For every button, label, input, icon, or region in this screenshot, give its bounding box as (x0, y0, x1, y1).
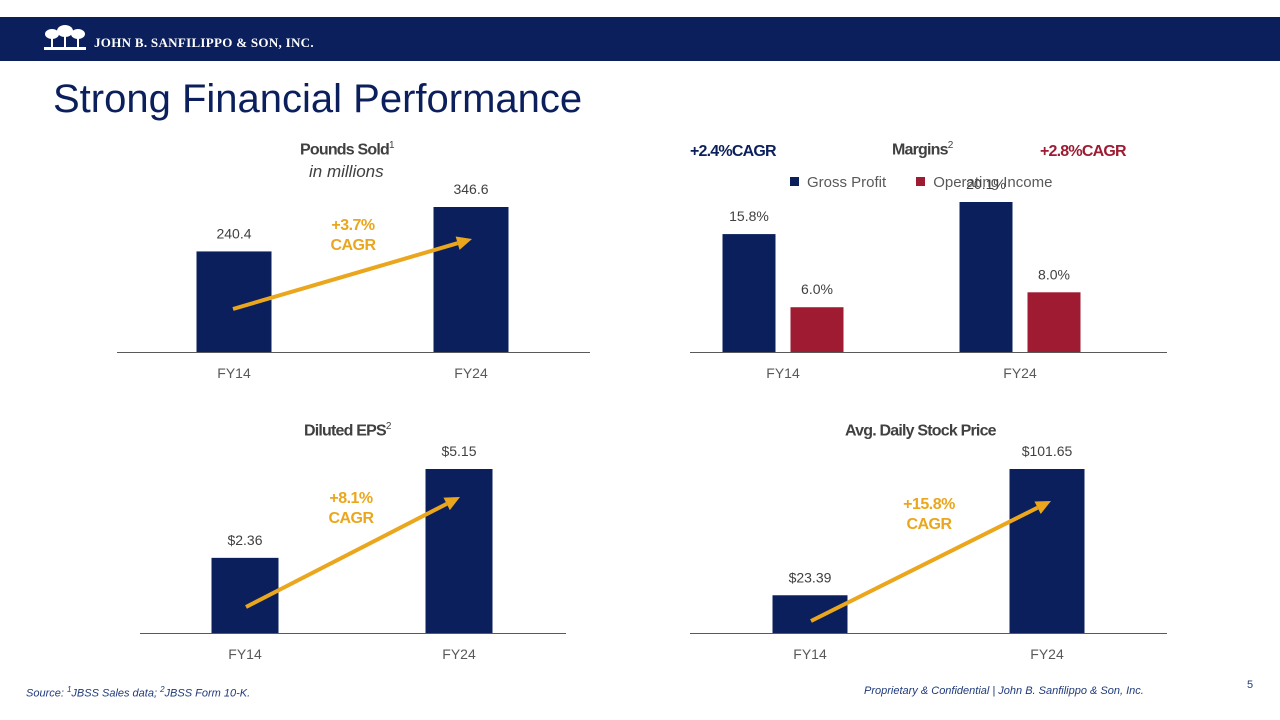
x-tick-label: FY14 (766, 365, 800, 381)
bar-fy14-avg-daily-stock-price (772, 595, 848, 633)
company-name: JOHN B. SANFILIPPO & SON, INC. (94, 35, 314, 50)
data-label: $5.15 (441, 443, 476, 459)
chart-legend: Gross Profit Operating Income (790, 174, 1052, 191)
diluted-eps-chart: Diluted EPS2 +8.1% CAGR $2.36 $5.15 FY14 FY2… (0, 410, 640, 690)
bar-fy24-operating-income (1027, 292, 1081, 352)
data-label: 8.0% (1038, 266, 1070, 282)
data-label: $2.36 (227, 532, 262, 548)
x-tick-label: FY14 (217, 365, 251, 381)
cagr-annotation: +15.8% CAGR (903, 496, 955, 533)
x-tick-label: FY14 (228, 646, 262, 662)
palm-trees-logo-icon (44, 25, 86, 50)
chart-title: Diluted EPS2 (304, 421, 392, 440)
bar-fy24-pounds-sold (433, 207, 509, 352)
page-number: 5 (1247, 679, 1254, 691)
confidential-note: Proprietary & Confidential | John B. San… (864, 685, 1144, 697)
x-tick-label: FY24 (454, 365, 488, 381)
margins-plot: 15.8% 20.1% 6.0% 8.0% FY14 FY24 (690, 176, 1167, 381)
data-label: $23.39 (789, 569, 832, 585)
legend-swatch (790, 177, 799, 186)
data-label: 346.6 (453, 181, 488, 197)
x-tick-label: FY24 (1003, 365, 1037, 381)
bar-fy24-diluted-eps (425, 469, 493, 633)
cagr-annotation: +8.1% CAGR (328, 490, 374, 527)
growth-arrow-head (1034, 501, 1051, 514)
x-tick-label: FY14 (793, 646, 827, 662)
data-label: 6.0% (801, 281, 833, 297)
legend-swatch (916, 177, 926, 186)
x-tick-label: FY24 (442, 646, 476, 662)
data-label: $101.65 (1022, 443, 1073, 459)
bar-fy24-gross-profit (959, 202, 1013, 352)
bar-fy14-gross-profit (722, 234, 776, 352)
bar-fy24-avg-daily-stock-price (1009, 469, 1085, 633)
data-label: 15.8% (729, 208, 769, 224)
x-tick-label: FY24 (1030, 646, 1064, 662)
pounds-sold-chart: Pounds Sold1 in millions +3.7% CAGR 240.4… (0, 130, 640, 410)
growth-arrow-head (443, 497, 460, 511)
chart-title: Avg. Daily Stock Price (845, 422, 997, 440)
stock-price-plot: $23.39 $101.65 FY14 FY24 (690, 443, 1167, 662)
header-bar: JOHN B. SANFILIPPO & SON, INC. (0, 17, 1280, 61)
pounds-sold-plot: 240.4 346.6 FY14 FY24 (117, 181, 590, 381)
growth-arrow-shaft (810, 505, 1039, 623)
margins-chart: +2.4%CAGR Margins2 +2.8%CAGR Gross Profi… (640, 130, 1280, 410)
diluted-eps-plot: $2.36 $5.15 FY14 FY24 (140, 443, 566, 662)
page-title: Strong Financial Performance (53, 77, 583, 121)
bar-fy14-operating-income (790, 307, 844, 352)
growth-arrow-shaft (232, 241, 459, 311)
operating-income-cagr: +2.8%CAGR (1040, 143, 1127, 160)
data-label: 240.4 (216, 225, 251, 241)
legend-item-gross-profit: Gross Profit (790, 174, 886, 191)
data-label: 20.1% (966, 176, 1006, 192)
chart-subtitle: in millions (309, 162, 384, 181)
growth-arrow-head (455, 236, 472, 250)
stock-price-chart: Avg. Daily Stock Price +15.8% CAGR $23.39… (640, 410, 1280, 690)
cagr-annotation: +3.7% CAGR (330, 217, 376, 254)
legend-item-operating-income: Operating Income (916, 174, 1052, 191)
chart-title: Pounds Sold1 (300, 140, 395, 159)
chart-title: Margins2 (892, 140, 954, 159)
growth-arrow-shaft (245, 502, 448, 609)
gross-profit-cagr: +2.4%CAGR (690, 143, 777, 160)
source-note: Source: 1JBSS Sales data; 2JBSS Form 10-… (26, 685, 251, 700)
